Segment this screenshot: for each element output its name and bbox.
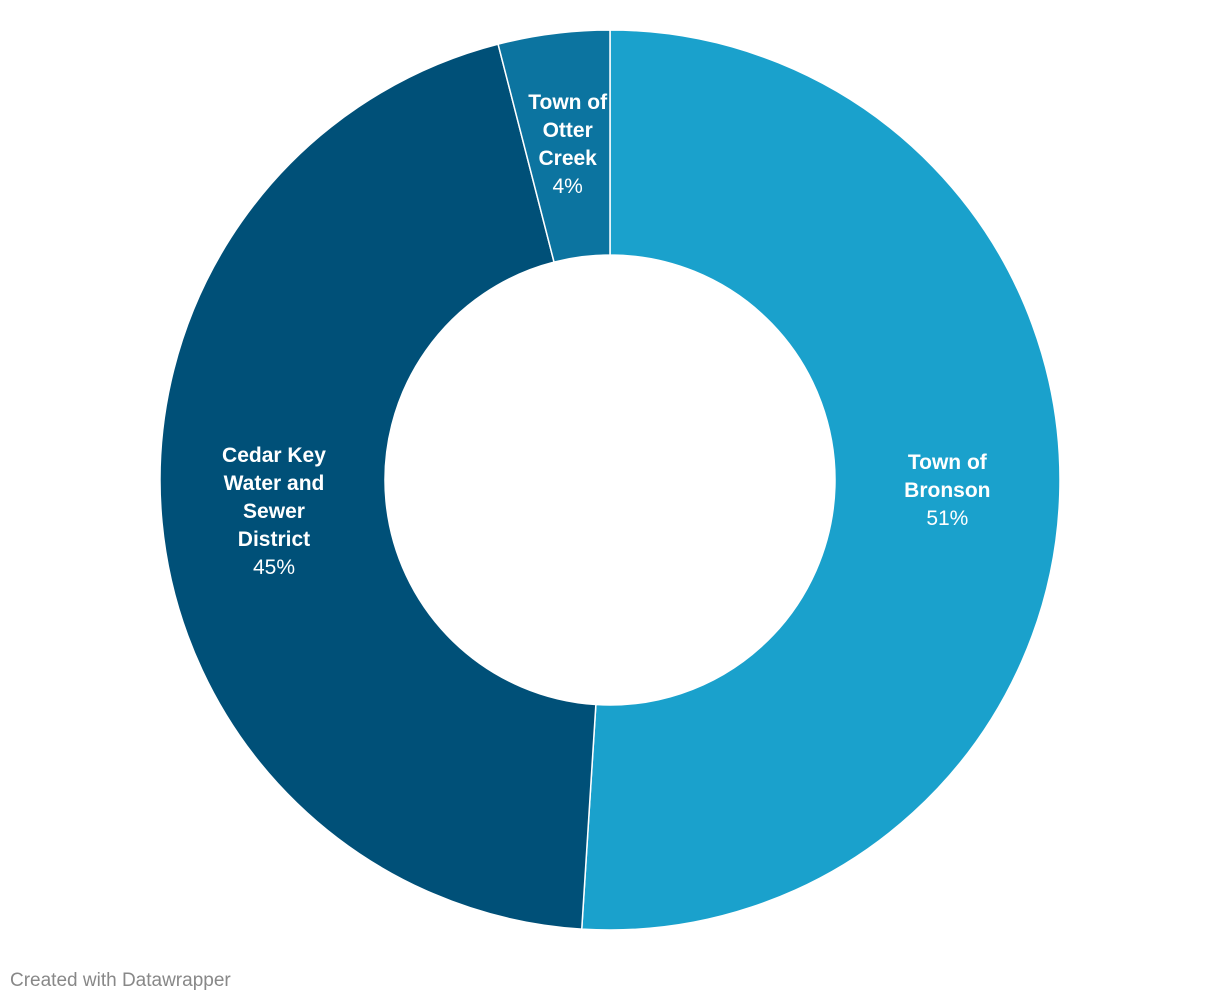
slice-value: 51% — [926, 506, 969, 530]
donut-slice — [580, 29, 1061, 931]
slice-label: Town of Otter Creek 4% — [520, 89, 616, 201]
slice-label: Cedar Key Water and Sewer District 45% — [215, 442, 333, 582]
footer: Created with Datawrapper — [10, 970, 231, 991]
slice-name: Town of Bronson — [904, 450, 991, 502]
slice-value: 4% — [552, 175, 583, 199]
slice-name: Town of Otter Creek — [528, 91, 608, 171]
slice-value: 45% — [252, 555, 295, 579]
slice-name: Cedar Key Water and Sewer District — [222, 443, 326, 551]
donut-slice — [497, 29, 611, 263]
slice-label: Town of Bronson 51% — [888, 449, 1006, 533]
donut-slice — [159, 43, 597, 930]
